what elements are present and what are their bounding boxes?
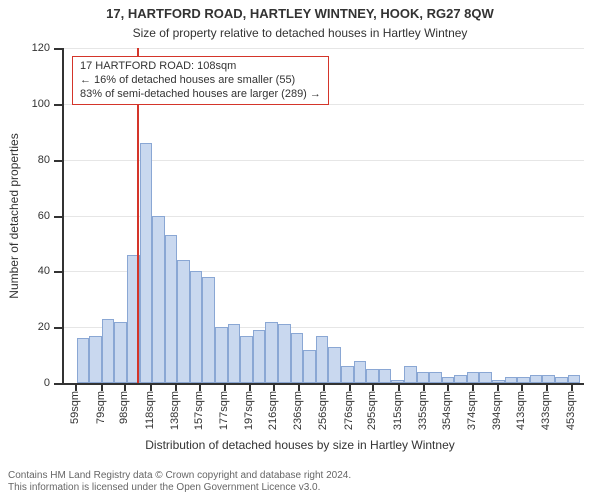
x-tick-label: 315sqm bbox=[392, 391, 404, 430]
histogram-bar bbox=[354, 361, 367, 383]
property-info-box: 17 HARTFORD ROAD: 108sqm ← 16% of detach… bbox=[72, 56, 329, 105]
histogram-bar bbox=[253, 330, 266, 383]
x-axis-label: Distribution of detached houses by size … bbox=[0, 438, 600, 452]
info-line-1: 17 HARTFORD ROAD: 108sqm bbox=[80, 60, 321, 74]
histogram-bar bbox=[240, 336, 253, 383]
x-tick-label: 295sqm bbox=[366, 391, 378, 430]
x-tick-label: 413sqm bbox=[515, 391, 527, 430]
histogram-bar bbox=[177, 260, 190, 383]
histogram-bar bbox=[165, 235, 178, 383]
histogram-bar bbox=[404, 366, 417, 383]
x-tick-label: 433sqm bbox=[540, 391, 552, 430]
y-axis-label: Number of detached properties bbox=[7, 133, 21, 298]
histogram-bar bbox=[492, 380, 505, 383]
histogram-bar bbox=[479, 372, 492, 383]
y-tick-label: 40 bbox=[38, 265, 50, 277]
histogram-bar bbox=[530, 375, 543, 383]
y-tick bbox=[54, 327, 62, 329]
x-tick-label: 98sqm bbox=[118, 391, 130, 424]
chart-title-line2: Size of property relative to detached ho… bbox=[0, 26, 600, 40]
x-tick-label: 157sqm bbox=[193, 391, 205, 430]
y-tick bbox=[54, 48, 62, 50]
x-tick-label: 256sqm bbox=[317, 391, 329, 430]
chart-title-line1: 17, HARTFORD ROAD, HARTLEY WINTNEY, HOOK… bbox=[0, 6, 600, 21]
histogram-bar bbox=[555, 377, 568, 383]
histogram-bar bbox=[328, 347, 341, 383]
x-tick-label: 453sqm bbox=[565, 391, 577, 430]
histogram-bar bbox=[291, 333, 304, 383]
histogram-bar bbox=[517, 377, 530, 383]
x-tick-label: 59sqm bbox=[69, 391, 81, 424]
x-tick-label: 394sqm bbox=[491, 391, 503, 430]
x-tick-label: 138sqm bbox=[169, 391, 181, 430]
y-tick bbox=[54, 160, 62, 162]
plot-area: 020406080100120 59sqm79sqm98sqm118sqm138… bbox=[62, 48, 584, 385]
histogram-bar bbox=[303, 350, 316, 384]
x-tick-label: 236sqm bbox=[292, 391, 304, 430]
histogram-bar bbox=[190, 271, 203, 383]
footer-line-1: Contains HM Land Registry data © Crown c… bbox=[8, 470, 351, 482]
histogram-bar bbox=[316, 336, 329, 383]
histogram-bar bbox=[429, 372, 442, 383]
x-tick-label: 276sqm bbox=[343, 391, 355, 430]
x-tick-label: 335sqm bbox=[417, 391, 429, 430]
histogram-bar bbox=[505, 377, 518, 383]
histogram-bar bbox=[568, 375, 581, 383]
x-tick-label: 118sqm bbox=[144, 391, 156, 429]
x-tick-label: 374sqm bbox=[466, 391, 478, 430]
y-tick-label: 80 bbox=[38, 154, 50, 166]
histogram-bar bbox=[379, 369, 392, 383]
y-tick-label: 120 bbox=[32, 42, 50, 54]
y-tick bbox=[54, 271, 62, 273]
x-tick-label: 177sqm bbox=[218, 391, 230, 430]
histogram-bar bbox=[366, 369, 379, 383]
histogram-bar bbox=[89, 336, 102, 383]
histogram-bar bbox=[467, 372, 480, 383]
histogram-bar bbox=[228, 324, 241, 383]
histogram-bar bbox=[102, 319, 115, 383]
histogram-bar bbox=[341, 366, 354, 383]
histogram-bar bbox=[202, 277, 215, 383]
y-tick bbox=[54, 383, 62, 385]
x-tick-label: 354sqm bbox=[441, 391, 453, 430]
histogram-bar bbox=[114, 322, 127, 383]
histogram-bar bbox=[542, 375, 555, 383]
histogram-bar bbox=[77, 338, 90, 383]
y-tick bbox=[54, 216, 62, 218]
y-tick-label: 100 bbox=[32, 98, 50, 110]
x-tick-label: 79sqm bbox=[95, 391, 107, 424]
y-tick bbox=[54, 104, 62, 106]
histogram-bar bbox=[278, 324, 291, 383]
histogram-bar bbox=[417, 372, 430, 383]
y-tick-label: 20 bbox=[38, 321, 50, 333]
histogram-bar bbox=[391, 380, 404, 383]
histogram-bar bbox=[442, 377, 455, 383]
histogram-bar bbox=[454, 375, 467, 383]
info-line-3: 83% of semi-detached houses are larger (… bbox=[80, 88, 321, 102]
histogram-bar bbox=[140, 143, 153, 383]
histogram-bar bbox=[215, 327, 228, 383]
y-tick-label: 0 bbox=[44, 377, 50, 389]
x-tick-label: 197sqm bbox=[243, 391, 255, 430]
x-tick-label: 216sqm bbox=[267, 391, 279, 430]
info-line-2: ← 16% of detached houses are smaller (55… bbox=[80, 74, 321, 88]
footer-line-2: This information is licensed under the O… bbox=[8, 482, 351, 494]
histogram-bar bbox=[152, 216, 165, 384]
histogram-bar bbox=[265, 322, 278, 383]
y-tick-label: 60 bbox=[38, 210, 50, 222]
footer-attribution: Contains HM Land Registry data © Crown c… bbox=[8, 470, 351, 494]
